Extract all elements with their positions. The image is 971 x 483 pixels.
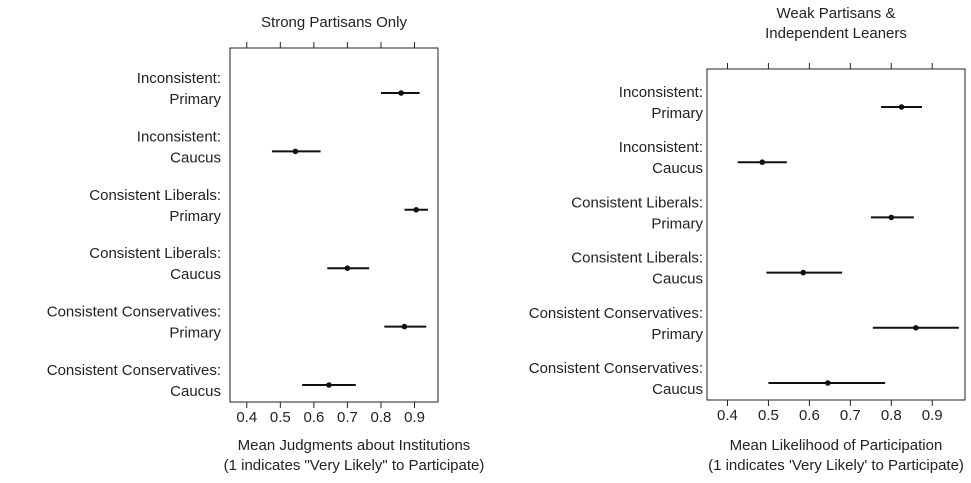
mean-point <box>759 159 766 165</box>
row-label: Primary <box>651 215 703 232</box>
chart-title: Weak Partisans & <box>777 5 896 22</box>
mean-point <box>413 207 419 213</box>
row-label: Inconsistent: <box>619 139 703 156</box>
row-label: Primary <box>651 326 703 343</box>
row-label: Caucus <box>652 381 703 398</box>
tick-label: 0.6 <box>303 409 324 426</box>
row-label: Consistent Conservatives: <box>47 304 221 321</box>
plot-frame <box>229 47 439 403</box>
row-label: Primary <box>169 91 221 108</box>
row-label: Caucus <box>652 271 703 288</box>
x-axis-label: (1 indicates 'Very Likely' to Participat… <box>708 457 964 474</box>
mean-point <box>292 148 299 155</box>
chart-panel-1: Strong Partisans Only 0.4 0.5 0.6 0.7 0.8 0.9 I… <box>47 14 485 474</box>
plot-frame <box>706 68 966 401</box>
mean-point <box>401 323 408 330</box>
tick-label: 0.7 <box>840 407 861 424</box>
tick-label: 0.9 <box>922 407 943 424</box>
tick-label: 0.8 <box>881 407 902 424</box>
mean-point <box>888 214 895 221</box>
mean-point <box>344 265 351 272</box>
row-label: Caucus <box>170 149 221 166</box>
row-label: Consistent Liberals: <box>571 250 703 267</box>
x-axis-label: Mean Judgments about Institutions <box>238 437 471 454</box>
tick-label: 0.4 <box>236 409 257 426</box>
row-label: Consistent Conservatives: <box>47 362 221 379</box>
row-label: Caucus <box>652 160 703 177</box>
mean-point <box>326 382 332 388</box>
tick-label: 0.6 <box>799 407 820 424</box>
tick-label: 0.9 <box>404 409 425 426</box>
row-label: Primary <box>169 208 221 225</box>
chart-title: Independent Leaners <box>765 25 907 42</box>
x-axis-label: (1 indicates "Very Likely" to Participat… <box>224 457 485 474</box>
mean-point <box>898 104 905 110</box>
mean-point <box>800 269 807 276</box>
tick-label: 0.7 <box>337 409 358 426</box>
chart-title: Strong Partisans Only <box>261 14 407 31</box>
x-axis-label: Mean Likelihood of Participation <box>730 437 943 454</box>
row-label: Consistent Liberals: <box>571 194 703 211</box>
tick-label: 0.5 <box>758 407 779 424</box>
mean-point <box>913 325 919 331</box>
row-label: Primary <box>169 325 221 342</box>
tick-label: 0.4 <box>717 407 738 424</box>
mean-point <box>825 380 831 386</box>
tick-label: 0.5 <box>270 409 291 426</box>
tick-label: 0.8 <box>371 409 392 426</box>
row-label: Primary <box>651 105 703 122</box>
row-label: Inconsistent: <box>137 70 221 87</box>
row-label: Consistent Liberals: <box>89 245 221 262</box>
row-label: Consistent Conservatives: <box>529 360 703 377</box>
row-label: Caucus <box>170 383 221 400</box>
row-label: Consistent Conservatives: <box>529 305 703 322</box>
row-label: Inconsistent: <box>619 84 703 101</box>
row-label: Inconsistent: <box>137 128 221 145</box>
row-label: Caucus <box>170 266 221 283</box>
row-label: Consistent Liberals: <box>89 187 221 204</box>
mean-point <box>398 90 404 96</box>
chart-panel-2: Weak Partisans & Independent Leaners 0.4 0.… <box>529 5 966 474</box>
